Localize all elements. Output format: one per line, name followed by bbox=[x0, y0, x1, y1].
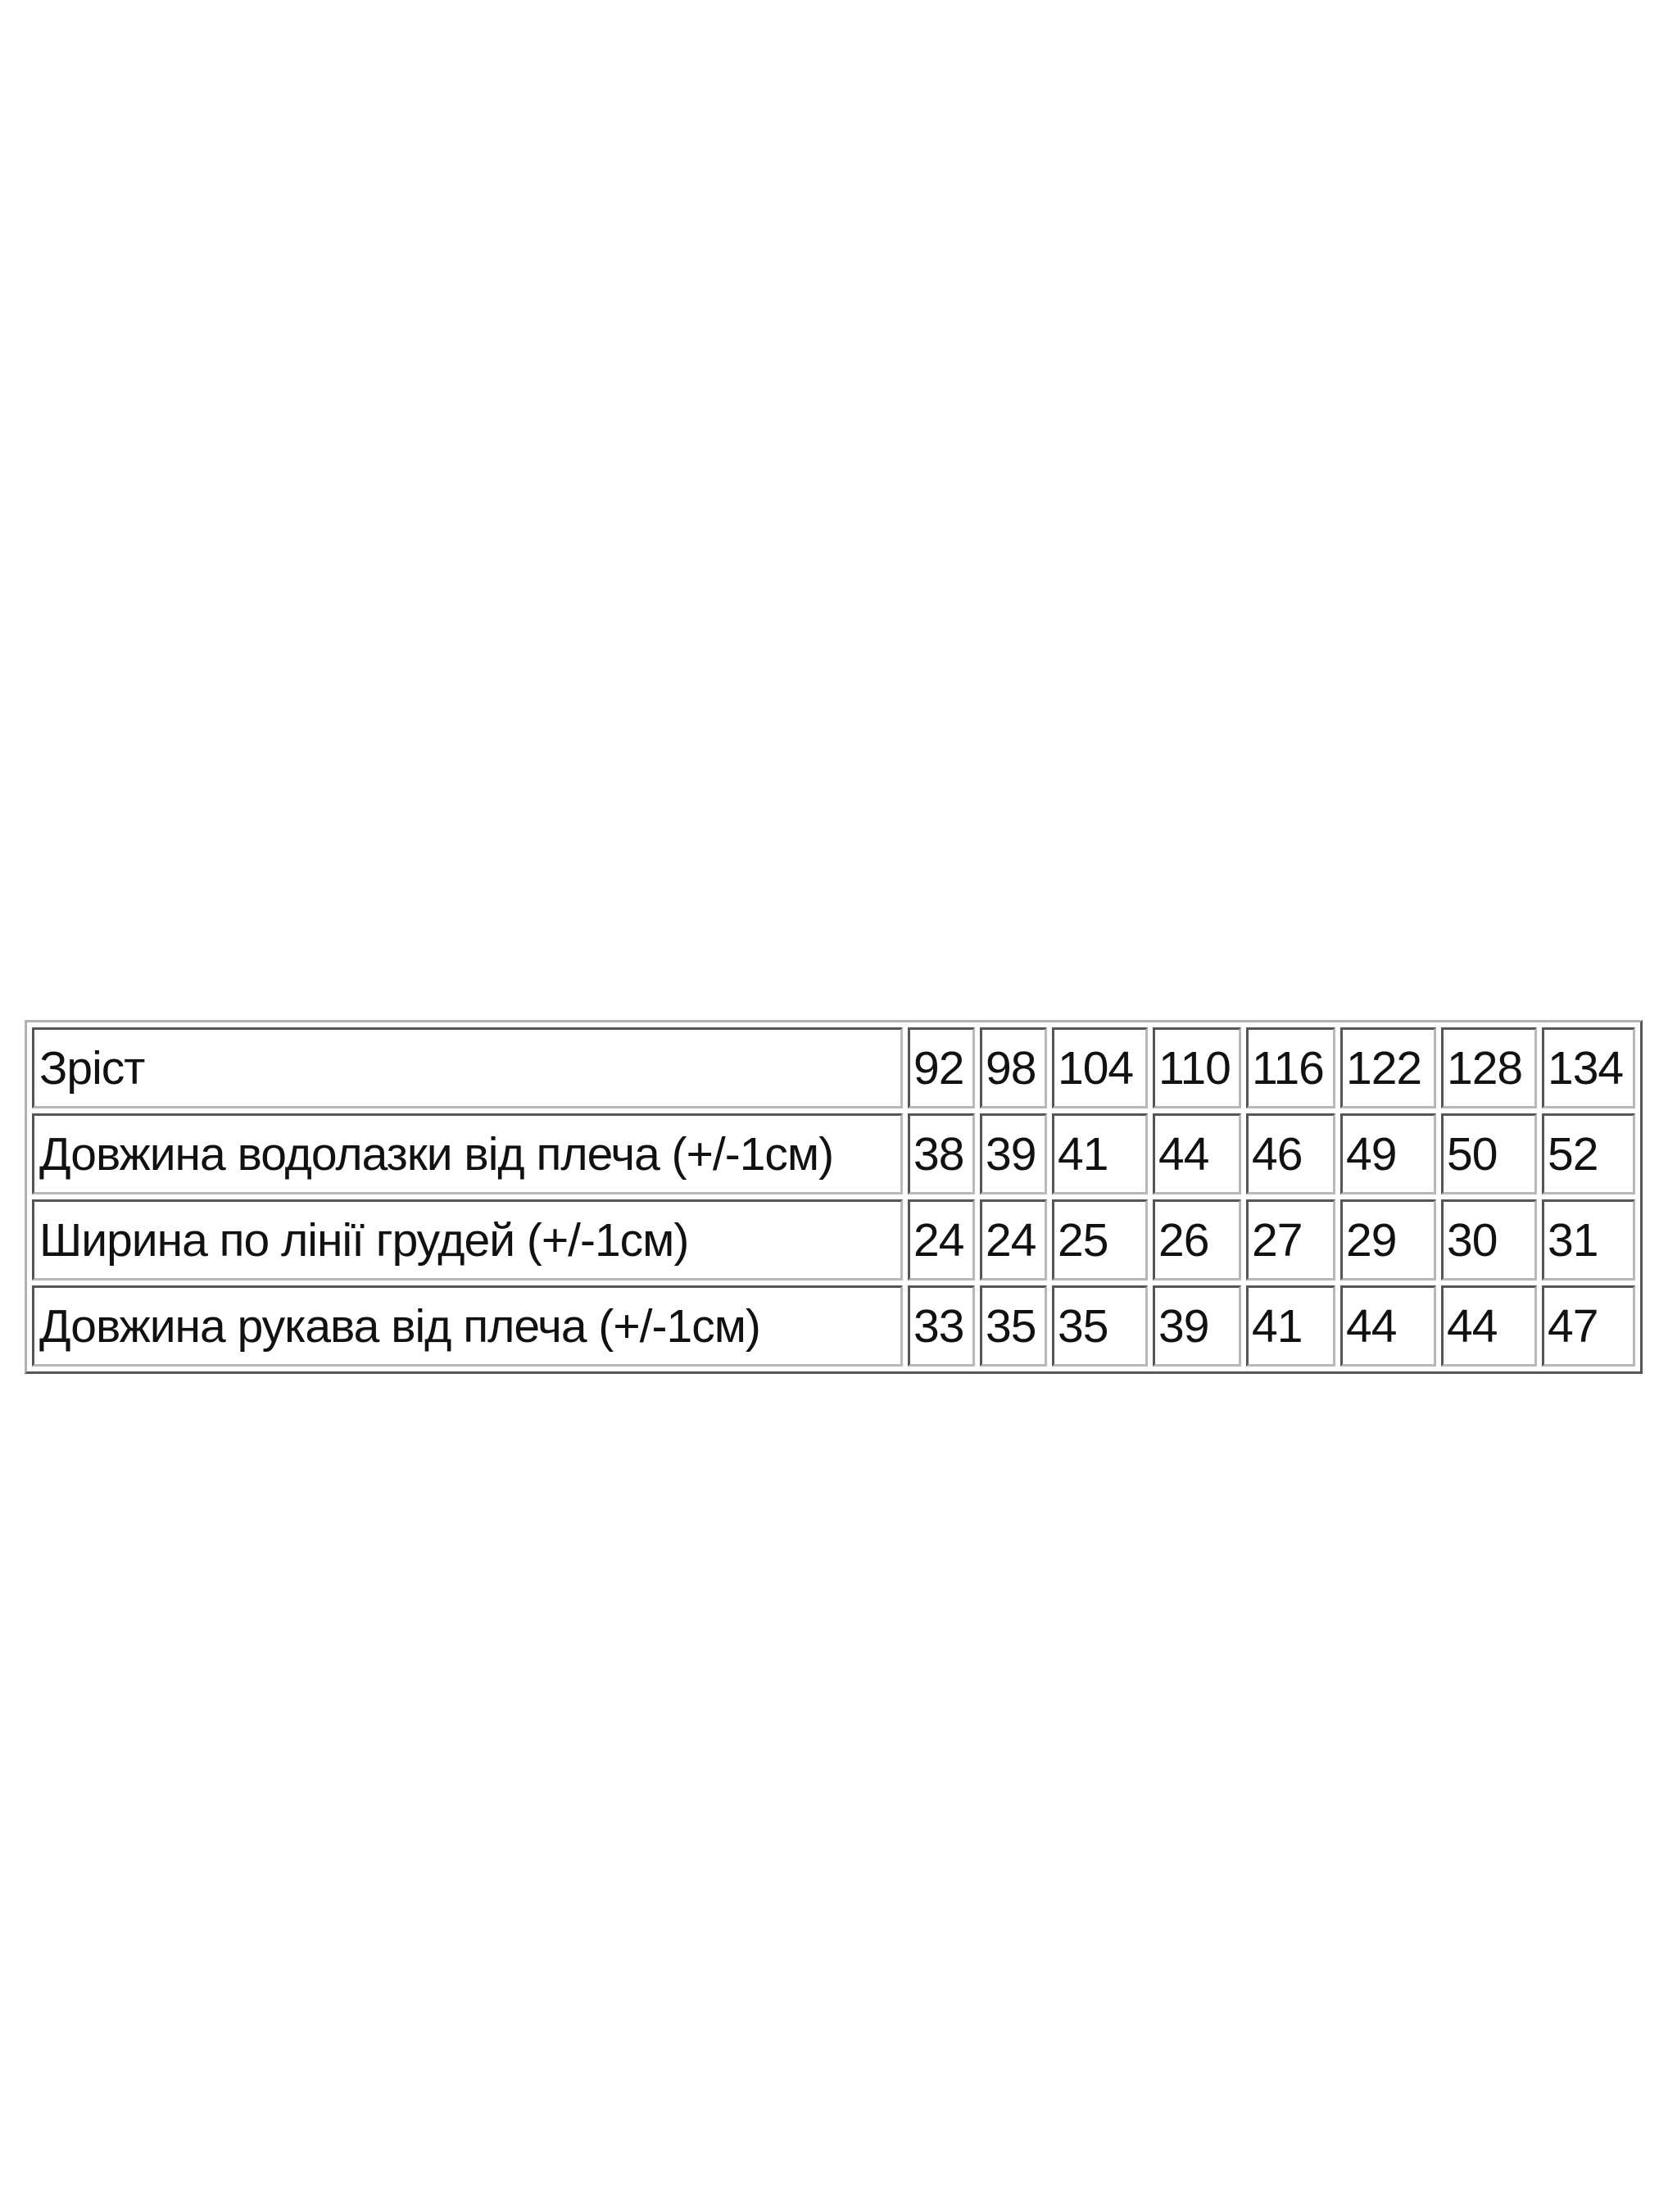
row-label: Зріст bbox=[32, 1027, 903, 1108]
measurement-cell: 47 bbox=[1542, 1285, 1635, 1367]
measurement-cell: 38 bbox=[908, 1113, 975, 1194]
measurement-cell: 31 bbox=[1542, 1199, 1635, 1281]
row-label: Довжина водолазки від плеча (+/-1см) bbox=[32, 1113, 903, 1194]
measurement-cell: 25 bbox=[1052, 1199, 1148, 1281]
measurement-cell: 33 bbox=[908, 1285, 975, 1367]
measurement-cell: 41 bbox=[1052, 1113, 1148, 1194]
measurement-cell: 49 bbox=[1340, 1113, 1436, 1194]
measurement-cell: 44 bbox=[1153, 1113, 1241, 1194]
size-chart-table: Зріст 92 98 104 110 116 122 128 134 Довжина водол… bbox=[25, 1020, 1643, 1374]
size-header-cell: 116 bbox=[1246, 1027, 1335, 1108]
measurement-cell: 44 bbox=[1340, 1285, 1436, 1367]
measurement-cell: 52 bbox=[1542, 1113, 1635, 1194]
measurement-cell: 24 bbox=[908, 1199, 975, 1281]
size-header-cell: 110 bbox=[1153, 1027, 1241, 1108]
measurement-cell: 24 bbox=[980, 1199, 1047, 1281]
measurement-cell: 35 bbox=[1052, 1285, 1148, 1367]
header-row-height: Зріст 92 98 104 110 116 122 128 134 bbox=[32, 1027, 1635, 1108]
size-header-cell: 104 bbox=[1052, 1027, 1148, 1108]
measurement-cell: 35 bbox=[980, 1285, 1047, 1367]
table-row: Ширина по лінії грудей (+/-1см) 24 24 25 26 2… bbox=[32, 1199, 1635, 1281]
measurement-cell: 30 bbox=[1441, 1199, 1537, 1281]
measurement-cell: 39 bbox=[1153, 1285, 1241, 1367]
measurement-cell: 27 bbox=[1246, 1199, 1335, 1281]
measurement-cell: 41 bbox=[1246, 1285, 1335, 1367]
size-header-cell: 122 bbox=[1340, 1027, 1436, 1108]
size-header-cell: 134 bbox=[1542, 1027, 1635, 1108]
measurement-cell: 26 bbox=[1153, 1199, 1241, 1281]
row-label: Довжина рукава від плеча (+/-1см) bbox=[32, 1285, 903, 1367]
measurement-cell: 39 bbox=[980, 1113, 1047, 1194]
table-row: Довжина водолазки від плеча (+/-1см) 38 39… bbox=[32, 1113, 1635, 1194]
size-header-cell: 128 bbox=[1441, 1027, 1537, 1108]
size-header-cell: 98 bbox=[980, 1027, 1047, 1108]
row-label: Ширина по лінії грудей (+/-1см) bbox=[32, 1199, 903, 1281]
measurement-cell: 29 bbox=[1340, 1199, 1436, 1281]
table-row: Довжина рукава від плеча (+/-1см) 33 35 35 3… bbox=[32, 1285, 1635, 1367]
measurement-cell: 50 bbox=[1441, 1113, 1537, 1194]
measurement-cell: 44 bbox=[1441, 1285, 1537, 1367]
measurement-cell: 46 bbox=[1246, 1113, 1335, 1194]
size-header-cell: 92 bbox=[908, 1027, 975, 1108]
